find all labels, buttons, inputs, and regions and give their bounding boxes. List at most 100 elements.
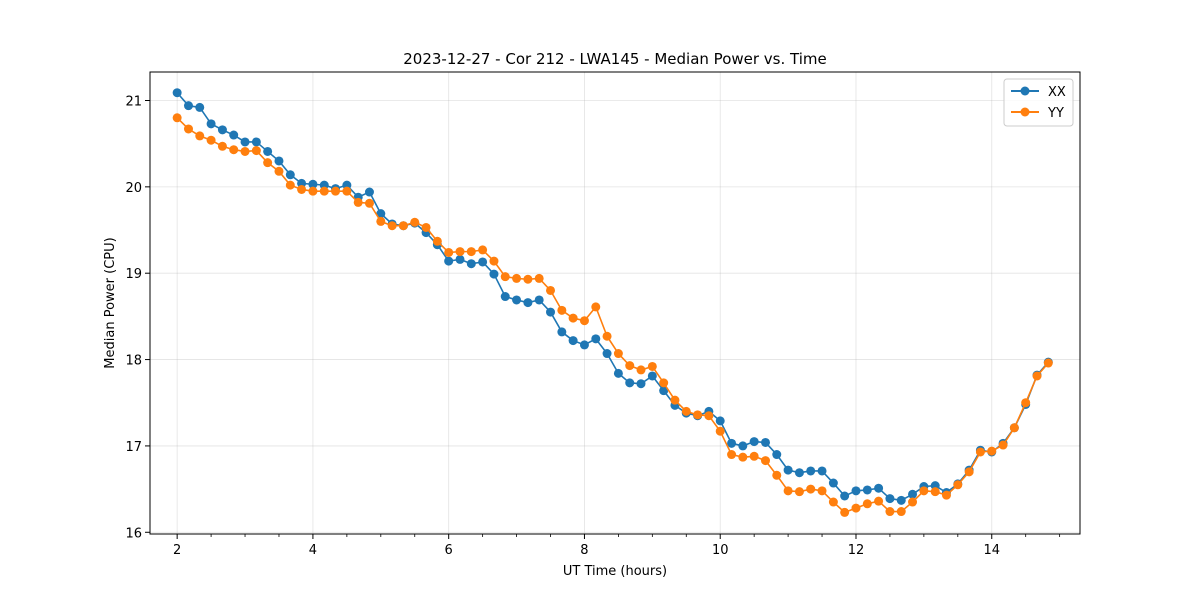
data-point-xx <box>251 137 261 147</box>
data-point-yy <box>568 313 578 323</box>
data-point-xx <box>862 485 872 495</box>
y-tick-label: 21 <box>125 94 142 109</box>
data-point-yy <box>749 451 759 461</box>
data-point-xx <box>896 495 906 505</box>
data-point-yy <box>546 285 556 295</box>
data-point-yy <box>512 273 522 283</box>
grid-lines <box>150 72 1080 534</box>
data-point-yy <box>760 456 770 466</box>
x-axis-label: UT Time (hours) <box>563 564 667 579</box>
data-point-xx <box>738 441 748 451</box>
y-tick-label: 20 <box>125 181 142 196</box>
legend-label-yy: YY <box>1047 106 1064 121</box>
data-point-yy <box>806 484 816 494</box>
legend-marker-yy <box>1020 107 1030 117</box>
data-point-xx <box>908 489 918 499</box>
x-tick-label: 14 <box>983 543 1000 558</box>
data-point-xx <box>229 130 239 140</box>
data-point-xx <box>579 340 589 350</box>
data-point-xx <box>206 119 216 129</box>
data-point-yy <box>478 245 488 255</box>
data-point-yy <box>625 361 635 371</box>
data-point-yy <box>183 124 193 134</box>
data-point-xx <box>568 336 578 346</box>
data-point-yy <box>557 305 567 315</box>
data-point-yy <box>263 158 273 168</box>
data-point-yy <box>591 302 601 312</box>
data-point-yy <box>987 446 997 456</box>
data-point-xx <box>591 334 601 344</box>
data-point-xx <box>625 378 635 388</box>
data-point-yy <box>874 496 884 506</box>
data-point-yy <box>941 490 951 500</box>
data-point-xx <box>500 292 510 302</box>
data-point-xx <box>749 437 759 447</box>
data-point-xx <box>489 269 499 279</box>
data-point-yy <box>1009 423 1019 433</box>
data-point-yy <box>206 135 216 145</box>
data-point-yy <box>783 486 793 496</box>
data-point-yy <box>772 470 782 480</box>
x-tick-label: 12 <box>848 543 865 558</box>
data-point-xx <box>512 295 522 305</box>
data-point-yy <box>851 503 861 513</box>
data-point-yy <box>670 395 680 405</box>
data-point-xx <box>546 307 556 317</box>
y-tick-label: 16 <box>125 526 142 541</box>
data-point-xx <box>760 437 770 447</box>
data-point-yy <box>455 247 465 257</box>
data-point-yy <box>919 486 929 496</box>
data-point-yy <box>432 236 442 246</box>
data-point-yy <box>489 256 499 266</box>
data-point-yy <box>195 131 205 141</box>
data-point-yy <box>602 331 612 341</box>
legend: XX YY <box>1003 78 1074 127</box>
data-point-xx <box>364 187 374 197</box>
data-point-yy <box>998 440 1008 450</box>
data-point-xx <box>851 486 861 496</box>
data-point-xx <box>523 298 533 308</box>
data-point-xx <box>794 468 804 478</box>
data-point-xx <box>647 371 657 381</box>
data-point-yy <box>636 365 646 375</box>
data-point-xx <box>217 125 227 135</box>
data-point-yy <box>1032 371 1042 381</box>
data-point-yy <box>727 450 737 460</box>
plot-series <box>172 88 1053 517</box>
x-tick-label: 8 <box>580 543 588 558</box>
data-point-xx <box>444 256 454 266</box>
data-point-yy <box>297 184 307 194</box>
data-point-yy <box>421 222 431 232</box>
data-point-yy <box>534 273 544 283</box>
data-point-yy <box>681 406 691 416</box>
data-point-yy <box>1021 398 1031 408</box>
data-point-xx <box>806 466 816 476</box>
data-point-xx <box>772 450 782 460</box>
data-point-xx <box>308 179 318 189</box>
data-point-yy <box>331 186 341 196</box>
data-point-xx <box>263 146 273 156</box>
x-tick-label: 6 <box>445 543 453 558</box>
data-point-yy <box>817 486 827 496</box>
data-point-yy <box>613 349 623 359</box>
data-point-yy <box>376 216 386 226</box>
data-point-xx <box>557 327 567 337</box>
data-point-xx <box>183 101 193 111</box>
data-point-xx <box>285 170 295 180</box>
data-point-yy <box>659 378 669 388</box>
legend-label-xx: XX <box>1048 85 1066 100</box>
data-point-xx <box>455 254 465 264</box>
y-axis-label: Median Power (CPU) <box>103 237 118 368</box>
data-point-yy <box>444 247 454 257</box>
y-tick-label: 19 <box>125 267 142 282</box>
data-point-yy <box>285 180 295 190</box>
data-point-xx <box>172 88 182 98</box>
data-point-xx <box>240 137 250 147</box>
data-point-yy <box>840 507 850 517</box>
data-point-xx <box>613 368 623 378</box>
data-point-xx <box>376 209 386 219</box>
data-point-yy <box>523 274 533 284</box>
data-point-yy <box>217 141 227 151</box>
